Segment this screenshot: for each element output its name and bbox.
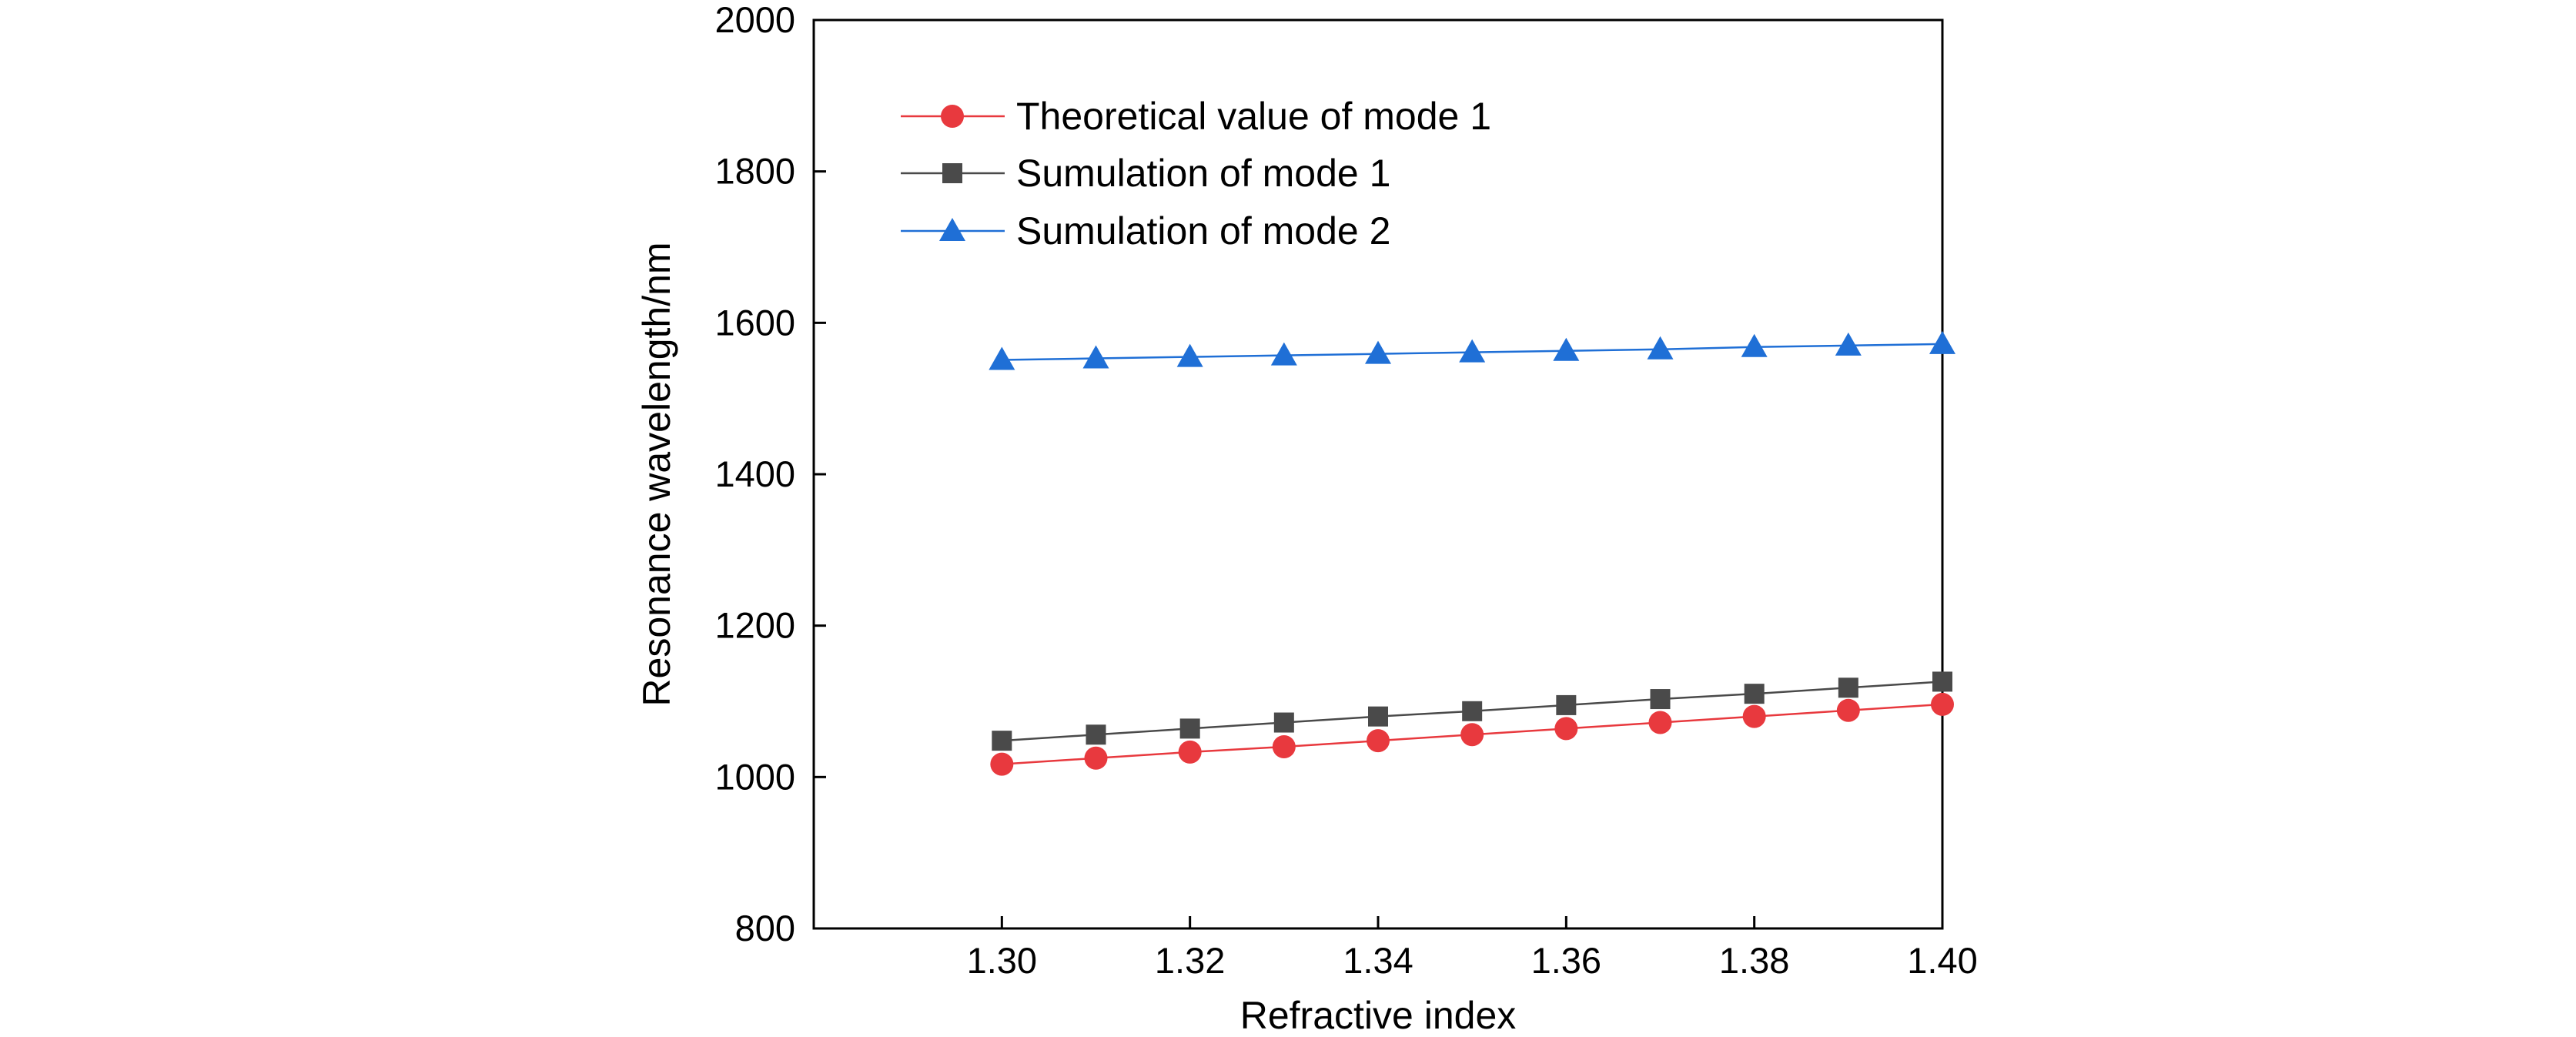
data-point (1931, 692, 1954, 716)
series-layer (989, 330, 1955, 776)
data-point (1741, 333, 1768, 357)
data-point (1553, 337, 1580, 361)
data-point (1086, 724, 1106, 745)
y-axis-title: Resonance wavelength/nm (635, 242, 678, 706)
y-tick-label: 1000 (714, 756, 795, 797)
axis-ticks: 1.30 1.32 1.34 1.36 1.38 1.40 800 1000 1200 1400 1… (714, 0, 1977, 981)
x-tick-label: 1.36 (1531, 940, 1601, 981)
data-point (1462, 701, 1483, 721)
data-point (1932, 671, 1952, 692)
data-point (1554, 717, 1578, 741)
legend-marker (939, 218, 965, 241)
y-tick-label: 1600 (714, 302, 795, 343)
data-point (1176, 343, 1203, 367)
data-point (1367, 729, 1390, 753)
legend-marker (942, 163, 962, 183)
series-1 (990, 692, 1954, 776)
y-tick-label: 1400 (714, 453, 795, 494)
data-point (1650, 689, 1671, 710)
data-point (1460, 723, 1484, 747)
data-point (990, 752, 1014, 776)
data-point (1273, 712, 1294, 733)
y-tick-label: 2000 (714, 0, 795, 40)
y-tick-label: 1800 (714, 151, 795, 192)
x-tick-label: 1.40 (1907, 940, 1977, 981)
x-tick-label: 1.38 (1719, 940, 1789, 981)
legend-item-1: Theoretical value of mode 1 (901, 95, 1491, 138)
series-3 (989, 330, 1955, 370)
x-tick-label: 1.30 (967, 940, 1037, 981)
legend-label: Theoretical value of mode 1 (1016, 95, 1491, 138)
legend-item-2: Sumulation of mode 1 (901, 152, 1390, 195)
data-point (1836, 698, 1860, 722)
legend-label: Sumulation of mode 2 (1016, 209, 1390, 253)
data-point (1838, 677, 1858, 698)
legend-label: Sumulation of mode 1 (1016, 152, 1390, 195)
data-point (1742, 704, 1766, 728)
data-point (1744, 684, 1765, 704)
data-point (1270, 342, 1297, 366)
legend-marker (941, 105, 964, 128)
x-axis-title: Refractive index (1240, 994, 1517, 1037)
data-point (989, 346, 1015, 370)
data-point (1835, 332, 1862, 356)
data-point (1365, 340, 1391, 364)
x-tick-label: 1.34 (1343, 940, 1413, 981)
series-2 (992, 671, 1952, 751)
data-point (1647, 336, 1674, 360)
data-point (1648, 711, 1672, 734)
y-tick-label: 800 (735, 908, 795, 948)
data-point (1272, 735, 1296, 758)
data-point (1084, 746, 1108, 770)
data-point (992, 731, 1012, 751)
y-tick-label: 1200 (714, 605, 795, 646)
data-point (1368, 706, 1388, 727)
data-point (1929, 330, 1955, 354)
data-point (1459, 339, 1486, 363)
data-point (1179, 718, 1200, 739)
data-point (1082, 345, 1109, 369)
data-point (1556, 694, 1577, 715)
data-point (1178, 740, 1202, 764)
legend-item-3: Sumulation of mode 2 (901, 209, 1390, 253)
legend: Theoretical value of mode 1 Sumulation of… (901, 95, 1491, 253)
x-tick-label: 1.32 (1155, 940, 1225, 981)
